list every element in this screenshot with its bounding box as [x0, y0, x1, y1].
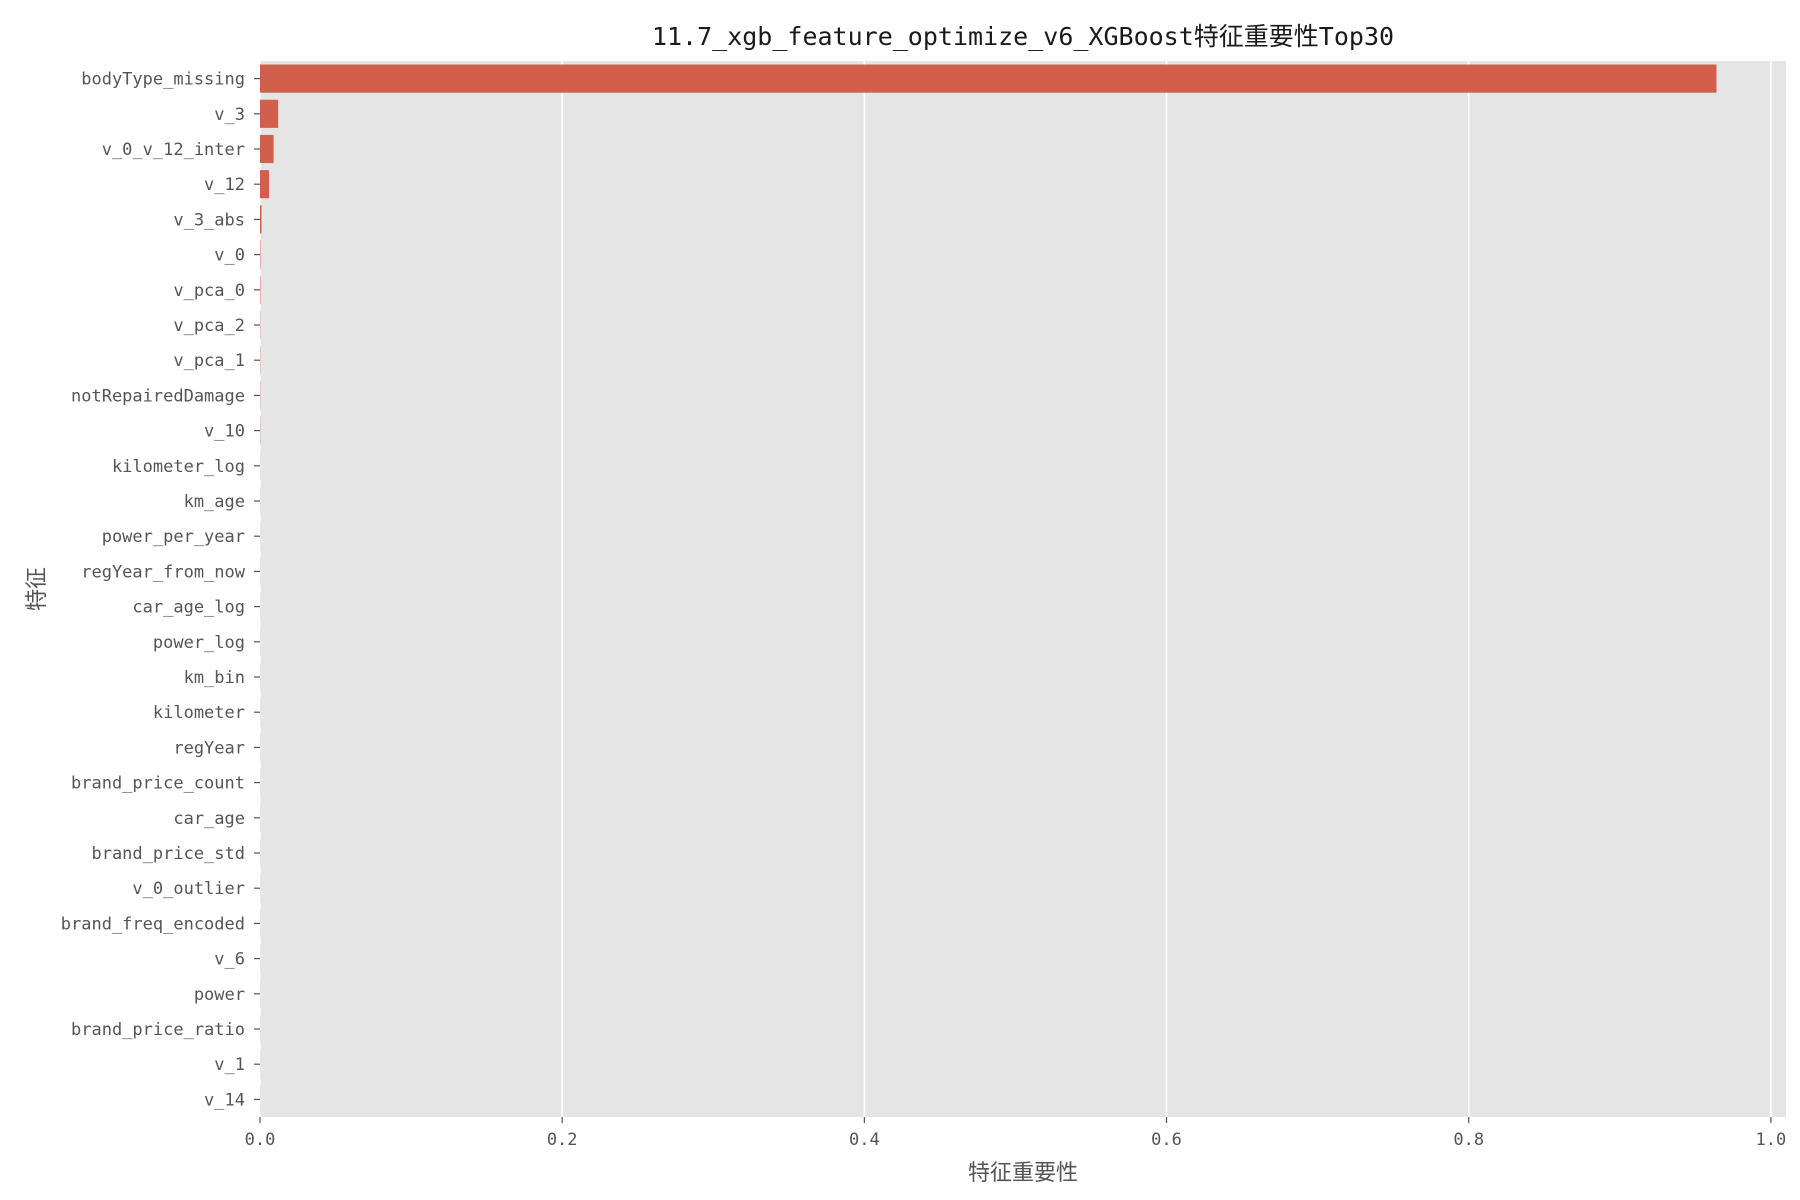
- y-tick-label: power: [194, 985, 245, 1005]
- y-tick-label: v_pca_2: [173, 316, 245, 336]
- y-tick-label: car_age: [173, 809, 245, 829]
- x-tick-label: 0.2: [547, 1130, 578, 1150]
- y-tick-label: v_3: [214, 105, 245, 125]
- y-tick-label: v_0_v_12_inter: [102, 140, 245, 160]
- y-tick-label: v_3_abs: [173, 210, 245, 230]
- y-tick-label: kilometer_log: [112, 457, 245, 477]
- y-tick-label: km_bin: [184, 668, 245, 688]
- y-tick-label: regYear_from_now: [81, 562, 246, 582]
- bar: [260, 134, 274, 164]
- y-tick-label: v_1: [214, 1055, 245, 1075]
- y-tick-label: brand_price_count: [71, 774, 245, 794]
- y-tick-label: regYear: [173, 738, 245, 758]
- plot-background: [260, 61, 1786, 1117]
- x-tick-label: 0.4: [849, 1130, 880, 1150]
- y-tick-label: v_0: [214, 246, 245, 266]
- chart-title: 11.7_xgb_feature_optimize_v6_XGBoost特征重要…: [652, 22, 1394, 51]
- bar: [260, 205, 262, 234]
- bar: [260, 64, 1717, 93]
- y-tick-label: v_pca_1: [173, 351, 245, 371]
- x-tick-label: 0.6: [1151, 1130, 1182, 1150]
- bar: [260, 99, 279, 128]
- x-tick-label: 0.8: [1453, 1130, 1484, 1150]
- y-tick-label: notRepairedDamage: [71, 386, 245, 406]
- x-tick-label: 0.0: [245, 1130, 276, 1150]
- x-axis-ticks: 0.0 0.2 0.4 0.6 0.8 1.0: [245, 1117, 1787, 1150]
- y-tick-label: power_per_year: [102, 527, 245, 547]
- y-tick-label: power_log: [153, 633, 245, 653]
- y-tick-label: v_14: [204, 1090, 245, 1110]
- x-axis-label: 特征重要性: [968, 1161, 1078, 1186]
- y-tick-label: km_age: [184, 492, 245, 512]
- y-tick-label: v_pca_0: [173, 281, 245, 301]
- grid-lines: [259, 61, 1772, 1117]
- y-tick-label: bodyType_missing: [81, 70, 245, 90]
- bar: [260, 170, 270, 199]
- y-axis-ticks: bodyType_missing v_3 v_0_v_12_inter v_12 v_3…: [61, 70, 260, 1110]
- x-tick-label: 1.0: [1756, 1130, 1787, 1150]
- y-tick-label: v_12: [204, 175, 245, 195]
- y-tick-label: car_age_log: [132, 598, 245, 618]
- y-tick-label: v_10: [204, 422, 245, 442]
- y-axis-label: 特征: [25, 567, 50, 611]
- y-tick-label: v_0_outlier: [132, 879, 245, 899]
- bars: [260, 64, 1717, 1114]
- y-tick-label: v_6: [214, 950, 245, 970]
- y-tick-label: brand_price_std: [91, 844, 245, 864]
- y-tick-label: kilometer: [153, 703, 245, 723]
- y-tick-label: brand_price_ratio: [71, 1020, 245, 1040]
- y-tick-label: brand_freq_encoded: [61, 914, 245, 934]
